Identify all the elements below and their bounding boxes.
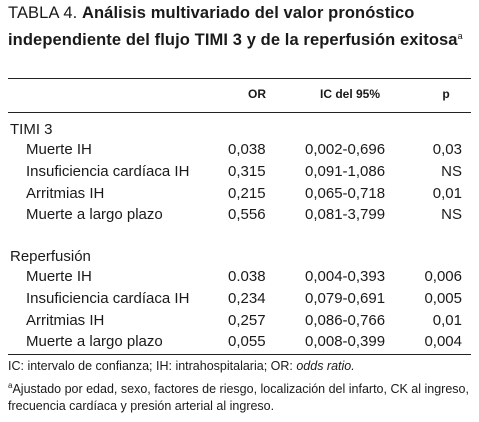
row-ic: 0,079-0,691 (305, 290, 386, 307)
header-rule (8, 112, 471, 113)
abbreviations-note: IC: intervalo de confianza; IH: intrahos… (8, 358, 473, 375)
table-row: Insuficiencia cardíaca IH 0,234 0,079-0,… (0, 288, 479, 310)
header-ic: IC del 95% (319, 87, 381, 101)
adjustment-text: Ajustado por edad, sexo, factores de rie… (8, 382, 469, 413)
row-or: 0,556 (228, 206, 266, 223)
table-row: Muerte IH 0.038 0,004-0,393 0,006 (0, 266, 479, 288)
row-or: 0,315 (228, 163, 266, 180)
row-ic: 0,091-1,086 (305, 163, 386, 180)
row-ic: 0,065-0,718 (305, 185, 386, 202)
row-name: Muerte IH (26, 268, 92, 285)
row-ic: 0,004-0,393 (305, 268, 386, 285)
table-row: Muerte IH 0,038 0,002-0,696 0,03 (0, 139, 479, 161)
row-name: Insuficiencia cardíaca IH (26, 163, 190, 180)
row-ic: 0,002-0,696 (305, 141, 386, 158)
row-p: 0,03 (432, 141, 462, 158)
table-row: Insuficiencia cardíaca IH 0,315 0,091-1,… (0, 161, 479, 183)
row-name: Insuficiencia cardíaca IH (26, 290, 190, 307)
row-or: 0,257 (228, 312, 266, 329)
abbreviations-italic: odds ratio. (296, 359, 355, 373)
row-or: 0,215 (228, 185, 266, 202)
row-name: Muerte a largo plazo (26, 333, 163, 350)
table-row: Muerte a largo plazo 0,055 0,008-0,399 0… (0, 331, 479, 353)
row-p: NS (441, 163, 462, 180)
header-or: OR (248, 87, 266, 101)
row-p: 0,01 (432, 312, 462, 329)
row-p: 0,01 (432, 185, 462, 202)
row-p: 0,006 (424, 268, 462, 285)
row-p: 0,005 (424, 290, 462, 307)
row-ic: 0,081-3,799 (305, 206, 386, 223)
bottom-rule (8, 354, 471, 355)
row-p: NS (441, 206, 462, 223)
footnote-marker: a (8, 381, 13, 390)
row-name: Muerte a largo plazo (26, 206, 163, 223)
row-name: Muerte IH (26, 141, 92, 158)
row-or: 0,234 (228, 290, 266, 307)
table-row: Arritmias IH 0,215 0,065-0,718 0,01 (0, 183, 479, 205)
title-footnote-marker: a (457, 31, 463, 41)
row-or: 0,038 (228, 141, 266, 158)
adjustment-note: aAjustado por edad, sexo, factores de ri… (8, 377, 473, 415)
row-or: 0.038 (228, 268, 266, 285)
header-p: p (442, 87, 450, 101)
table-row: Arritmias IH 0,257 0,086-0,766 0,01 (0, 310, 479, 332)
row-ic: 0,086-0,766 (305, 312, 386, 329)
row-name: Arritmias IH (26, 185, 105, 202)
table-label: TABLA 4. (8, 4, 78, 22)
table-title-text: Análisis multivariado del valor pronósti… (8, 4, 458, 49)
row-or: 0,055 (228, 333, 266, 350)
table-title: TABLA 4. Análisis multivariado del valor… (8, 2, 473, 52)
row-p: 0,004 (424, 333, 462, 350)
table-row: Muerte a largo plazo 0,556 0,081-3,799 N… (0, 204, 479, 226)
abbreviations-text: IC: intervalo de confianza; IH: intrahos… (8, 359, 297, 373)
top-rule (8, 78, 471, 79)
row-ic: 0,008-0,399 (305, 333, 386, 350)
row-name: Arritmias IH (26, 312, 105, 329)
group-label-reperfusion: Reperfusión (10, 248, 91, 265)
group-label-timi3: TIMI 3 (10, 121, 53, 138)
